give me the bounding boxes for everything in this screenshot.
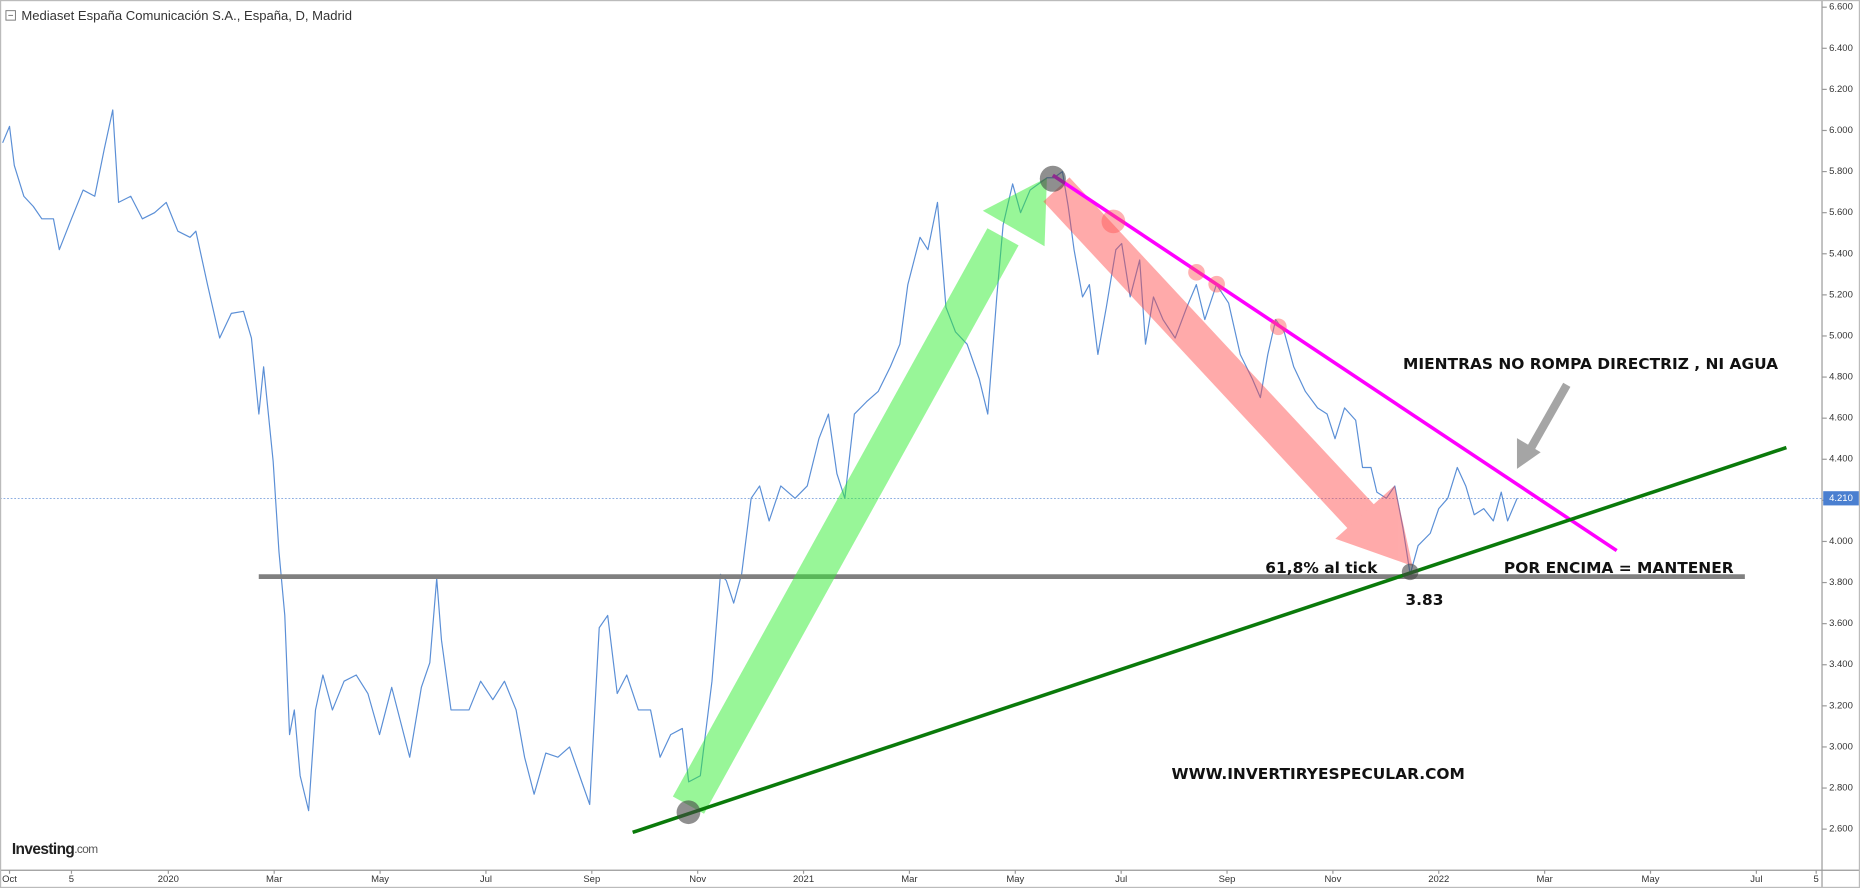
annotation: POR ENCIMA = MANTENER — [1504, 559, 1734, 577]
logo-brand: Investing — [12, 841, 75, 858]
touch-point — [1270, 318, 1287, 336]
y-tick-label: 3.600 — [1829, 618, 1853, 629]
x-tick-label: Jul — [480, 874, 492, 885]
y-tick-label: 5.200 — [1829, 289, 1853, 300]
y-tick-label: 6.200 — [1829, 84, 1853, 95]
down-arrow-shaft — [1043, 177, 1379, 534]
y-tick-label: 3.000 — [1829, 741, 1853, 752]
y-tick-label: 5.000 — [1829, 330, 1853, 341]
note-arrow-shaft — [1527, 382, 1571, 450]
up-arrow-shaft — [672, 228, 1019, 814]
resistance-line — [1051, 173, 1618, 553]
x-tick-label: Mar — [1536, 874, 1552, 885]
up-arrow — [672, 177, 1047, 814]
x-tick-label: Sep — [583, 874, 600, 885]
y-tick-label: 2.600 — [1829, 824, 1853, 835]
x-tick-label: 5 — [1814, 874, 1819, 885]
x-tick-label: 5 — [69, 874, 74, 885]
x-tick-label: 2022 — [1428, 874, 1449, 885]
y-tick-label: 4.000 — [1829, 536, 1853, 547]
x-tick-label: Nov — [1324, 874, 1341, 885]
pivot-point — [676, 800, 701, 825]
y-tick-label: 5.800 — [1829, 166, 1853, 177]
touch-point — [1188, 264, 1205, 281]
annotation: 3.83 — [1405, 591, 1443, 609]
y-tick-label: 2.800 — [1829, 783, 1853, 794]
up-arrow-head — [982, 177, 1047, 247]
pivot-point — [1401, 563, 1419, 581]
x-tick-label: Oct — [2, 874, 17, 885]
y-tick-label: 6.400 — [1829, 43, 1853, 54]
y-tick-label: 3.800 — [1829, 577, 1853, 588]
annotation: WWW.INVERTIRYESPECULAR.COM — [1172, 765, 1465, 783]
pivot-points — [676, 165, 1419, 825]
last-price-box — [1823, 491, 1859, 506]
pivot-point — [1039, 165, 1066, 192]
logo: Investing.com — [12, 841, 98, 858]
y-tick-label: 4.800 — [1829, 372, 1853, 383]
x-tick-label: Mar — [266, 874, 282, 885]
x-tick-label: Jul — [1750, 874, 1762, 885]
x-tick-label: May — [371, 874, 389, 885]
x-tick-label: 2021 — [793, 874, 814, 885]
chart-title: Mediaset España Comunicación S.A., Españ… — [21, 8, 352, 23]
collapse-icon — [5, 10, 16, 21]
y-tick-label: 4.400 — [1829, 454, 1853, 465]
x-tick-label: Mar — [901, 874, 917, 885]
trend-line — [632, 445, 1787, 835]
y-tick-label: 3.200 — [1829, 700, 1853, 711]
y-tick-label: 6.000 — [1829, 125, 1853, 136]
annotation: 61,8% al tick — [1265, 559, 1378, 577]
down-arrow — [1043, 177, 1413, 566]
x-tick-label: May — [1642, 874, 1660, 885]
y-tick-label: 6.600 — [1829, 2, 1853, 13]
y-tick-label: 3.400 — [1829, 659, 1853, 670]
annotation: MIENTRAS NO ROMPA DIRECTRIZ , NI AGUA — [1403, 355, 1778, 373]
touch-point — [1101, 209, 1126, 234]
x-tick-label: Jul — [1115, 874, 1127, 885]
touch-points — [1101, 209, 1287, 336]
x-tick-label: Sep — [1219, 874, 1236, 885]
x-tick-label: May — [1006, 874, 1024, 885]
down-arrow-head — [1335, 485, 1413, 566]
y-tick-label: 5.600 — [1829, 207, 1853, 218]
y-tick-label: 5.400 — [1829, 248, 1853, 259]
x-tick-label: Nov — [689, 874, 706, 885]
logo-suffix: .com — [74, 842, 98, 856]
note-arrow — [1516, 382, 1571, 469]
last-price-label: 4.210 — [1829, 493, 1853, 504]
drawings — [258, 165, 1787, 835]
note-arrow-head — [1516, 438, 1541, 469]
x-tick-label: 2020 — [158, 874, 179, 885]
touch-point — [1208, 275, 1225, 293]
y-tick-label: 4.600 — [1829, 413, 1853, 424]
